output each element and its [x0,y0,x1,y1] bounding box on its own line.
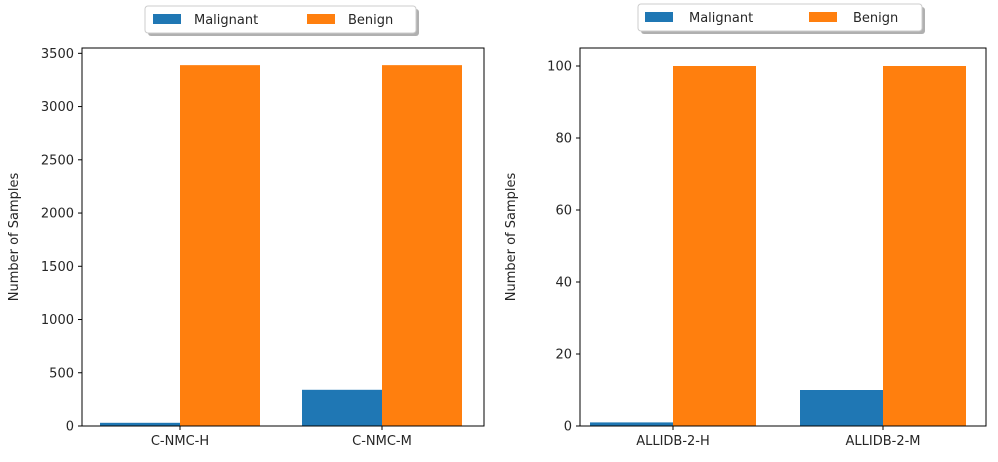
chart-1-x-tick-label-c-nmc-h: C-NMC-H [151,434,209,449]
chart-1-y-ticks: 0 500 1000 1500 2000 2500 3000 3500 [41,47,82,435]
chart-1-y-axis-label: Number of Samples [7,173,22,302]
chart-2-y-tick-label-0: 0 [564,420,572,435]
chart-2-y-tick-label-40: 40 [555,276,572,291]
chart-2-x-ticks: ALLIDB-2-H ALLIDB-2-M [636,426,921,449]
chart-1-legend-swatch-benign [307,14,335,24]
chart-2-bars [590,66,966,426]
chart-1-y-tick-label-500: 500 [49,366,74,381]
chart-1-y-tick-label-1000: 1000 [41,313,74,328]
chart-1-bar-c-nmc-h-malignant [100,422,180,426]
chart-2-y-axis-label: Number of Samples [504,173,519,302]
chart-2-y-ticks: 0 20 40 60 80 100 [547,60,580,435]
chart-2-legend-label-malignant: Malignant [689,11,753,26]
chart-2-legend: Malignant Benign [637,3,925,34]
chart-1-y-tick-label-2000: 2000 [41,207,74,222]
chart-2-bar-allidb-2-m-malignant [800,390,883,426]
chart-1-legend-label-benign: Benign [348,13,393,28]
chart-2-y-tick-label-100: 100 [547,60,572,75]
chart-1-y-tick-label-2500: 2500 [41,153,74,168]
chart-1-y-tick-label-3500: 3500 [41,47,74,62]
chart-1-bar-c-nmc-m-benign [382,65,462,426]
chart-2-x-tick-label-allidb-2-m: ALLIDB-2-M [845,434,920,449]
chart-1-x-ticks: C-NMC-H C-NMC-M [151,426,412,449]
chart-2-y-tick-label-60: 60 [555,204,572,219]
chart-2-x-tick-label-allidb-2-h: ALLIDB-2-H [636,434,710,449]
chart-1-legend: Malignant Benign [144,5,419,36]
chart-1-legend-swatch-malignant [153,14,181,24]
chart-1-legend-label-malignant: Malignant [194,13,258,28]
chart-1-bar-c-nmc-m-malignant [302,389,382,426]
chart-1-plot-frame [81,47,485,427]
chart-2-bar-allidb-2-h-malignant [590,422,673,426]
chart-2-y-tick-label-80: 80 [555,132,572,147]
chart-2-plot-frame [579,47,987,427]
chart-2-legend-label-benign: Benign [853,11,898,26]
chart-2-y-tick-label-20: 20 [555,348,572,363]
chart-1-legend-box [144,5,417,34]
chart-2-legend-box [637,3,923,32]
chart-2-legend-swatch-malignant [645,12,673,22]
chart-1-y-tick-label-1500: 1500 [41,260,74,275]
chart-2-bar-allidb-2-h-benign [673,66,756,426]
chart-2-bar-allidb-2-m-benign [883,66,966,426]
chart-1-bar-c-nmc-h-benign [180,65,260,426]
chart-2: 0 20 40 60 80 100 ALLIDB-2-H ALLIDB-2-M Number… [504,3,987,449]
chart-1-y-tick-label-0: 0 [66,420,74,435]
chart-1-y-tick-label-3000: 3000 [41,100,74,115]
chart-1-x-tick-label-c-nmc-m: C-NMC-M [352,434,412,449]
chart-1-bars [100,65,462,426]
chart-2-legend-swatch-benign [809,12,837,22]
